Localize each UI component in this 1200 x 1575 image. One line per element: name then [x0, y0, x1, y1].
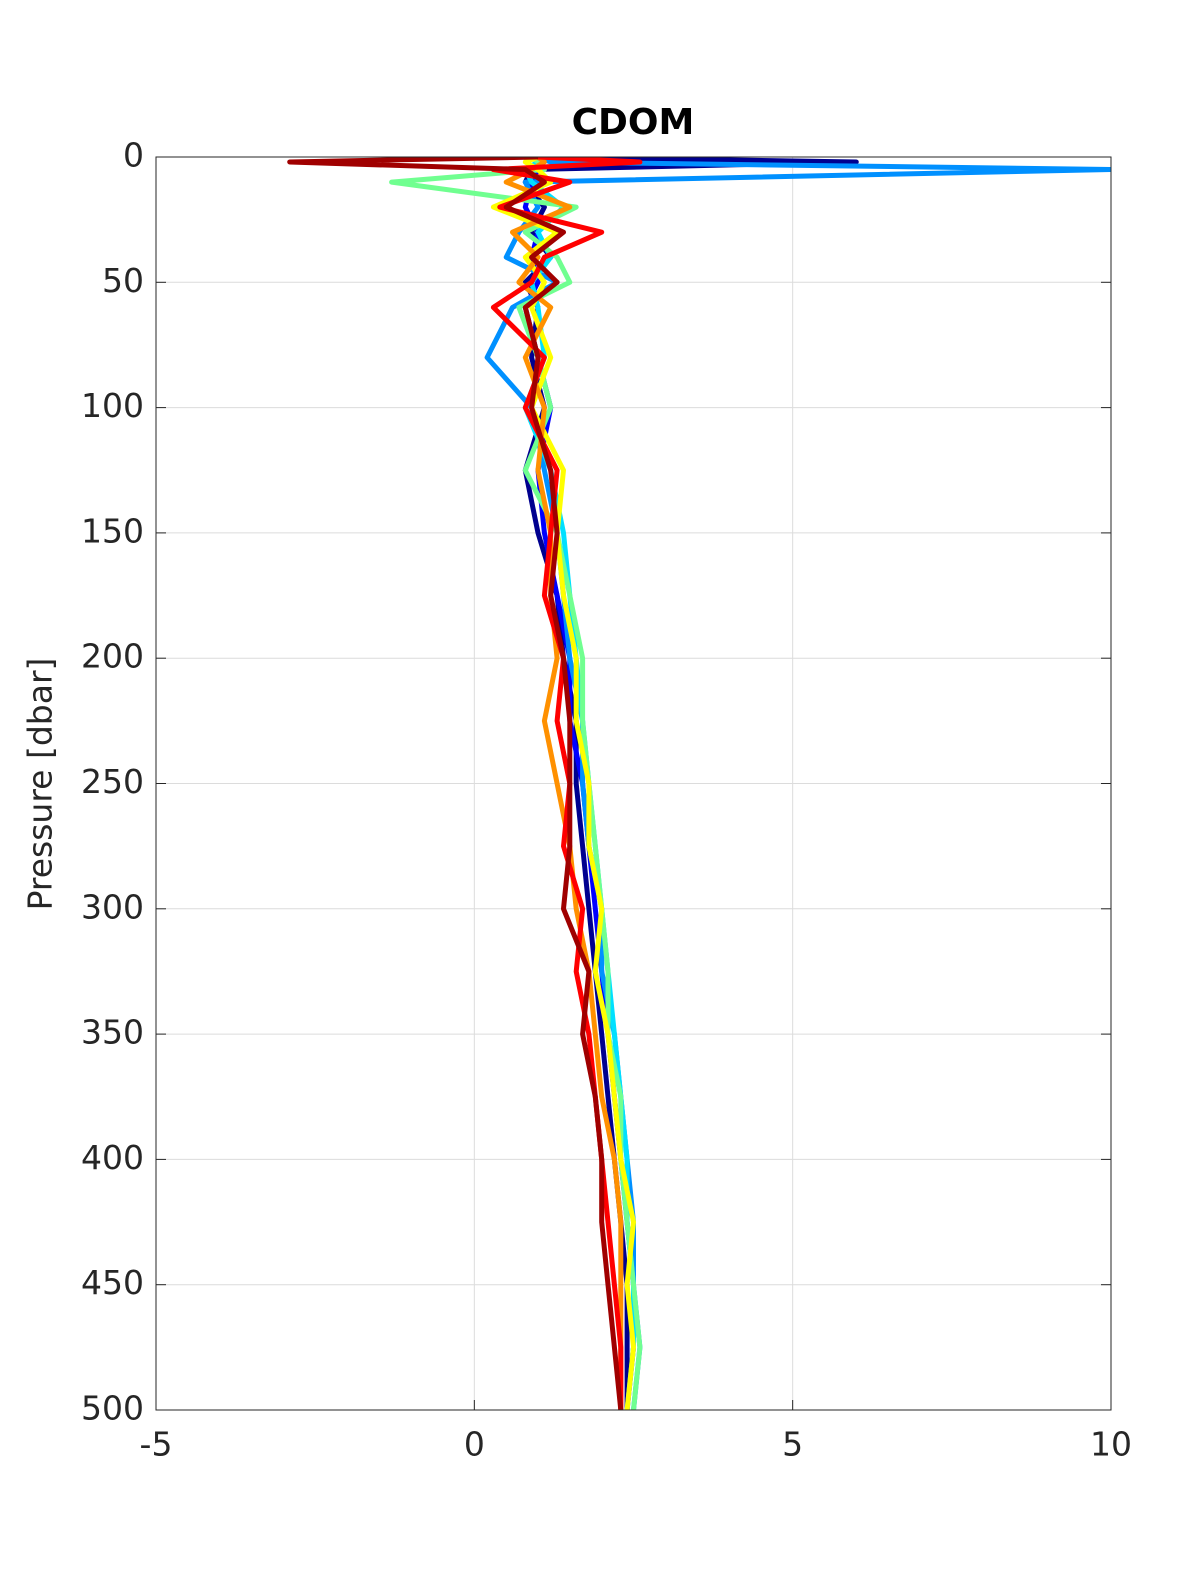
y-tick-label: 0 [123, 136, 144, 175]
chart-title: CDOM [572, 102, 695, 143]
y-tick-label: 50 [102, 261, 144, 300]
y-tick-label: 400 [81, 1138, 144, 1177]
y-axis-label: Pressure [dbar] [21, 658, 60, 911]
profile-line [287, 157, 624, 1410]
y-tick-label: 200 [81, 637, 144, 676]
y-tick-label: 350 [81, 1013, 144, 1052]
y-tick-label: 450 [81, 1263, 144, 1302]
x-tick-label: 0 [464, 1425, 485, 1464]
y-tick-label: 300 [81, 887, 144, 926]
x-tick-label: 5 [782, 1425, 803, 1464]
x-tick-label: 10 [1090, 1425, 1132, 1464]
y-tick-label: 250 [81, 762, 144, 801]
profile-line [490, 157, 636, 1410]
plot-frame [155, 156, 1112, 1411]
x-tick-label: -5 [140, 1425, 173, 1464]
y-tick-label: 500 [81, 1389, 144, 1428]
y-tick-label: 100 [81, 386, 144, 425]
y-tick-label: 150 [81, 511, 144, 550]
